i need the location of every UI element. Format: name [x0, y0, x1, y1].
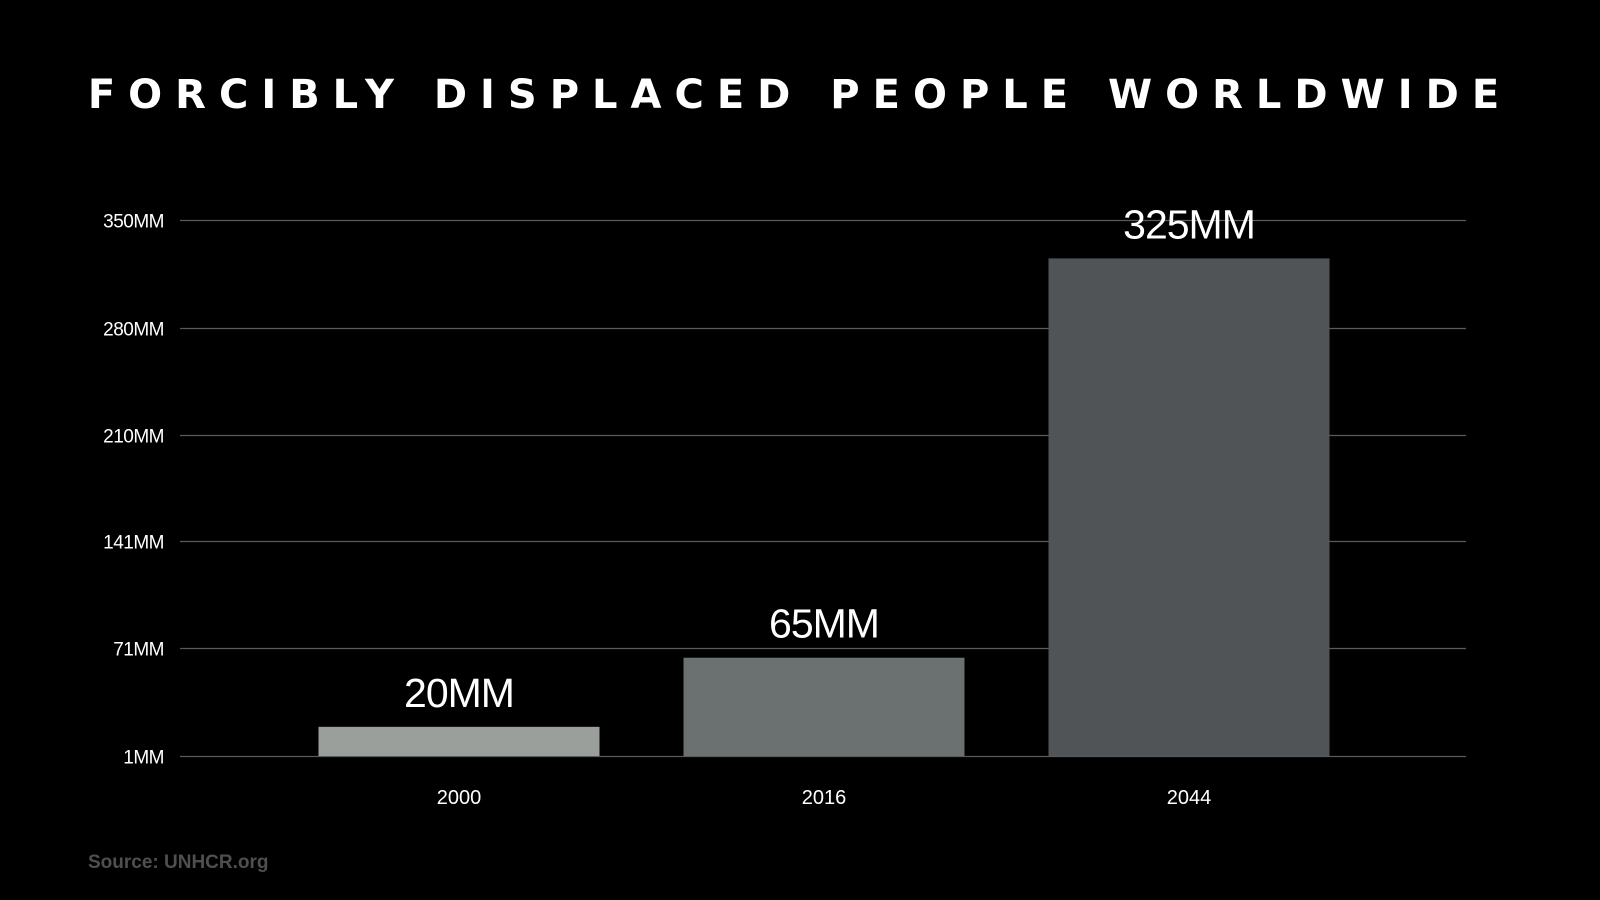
bar — [318, 726, 600, 756]
y-tick-label: 280MM — [103, 320, 164, 341]
y-tick-label: 71MM — [113, 640, 164, 661]
gridlines — [180, 219, 1466, 758]
bar — [1048, 258, 1330, 756]
data-label: 325MM — [1123, 201, 1255, 247]
y-axis-ticks: 1MM 71MM 141MM 210MM 280MM 350MM — [103, 212, 164, 769]
data-labels: 20MM 65MM 325MM — [404, 201, 1256, 716]
chart-title: FORCIBLY DISPLACED PEOPLE WORLDWIDE — [87, 72, 1513, 118]
x-tick-label: 2000 — [437, 787, 482, 809]
bar — [683, 657, 965, 756]
data-label: 20MM — [404, 670, 514, 716]
x-axis-ticks: 2000 2016 2044 — [437, 787, 1212, 809]
data-label: 65MM — [769, 601, 879, 647]
y-tick-label: 350MM — [103, 212, 164, 233]
bars — [318, 258, 1330, 756]
x-tick-label: 2016 — [802, 787, 847, 809]
x-tick-label: 2044 — [1167, 787, 1212, 809]
y-tick-label: 210MM — [103, 427, 164, 448]
y-tick-label: 141MM — [103, 533, 164, 554]
y-tick-label: 1MM — [123, 748, 164, 769]
source-note: Source: UNHCR.org — [88, 852, 269, 873]
